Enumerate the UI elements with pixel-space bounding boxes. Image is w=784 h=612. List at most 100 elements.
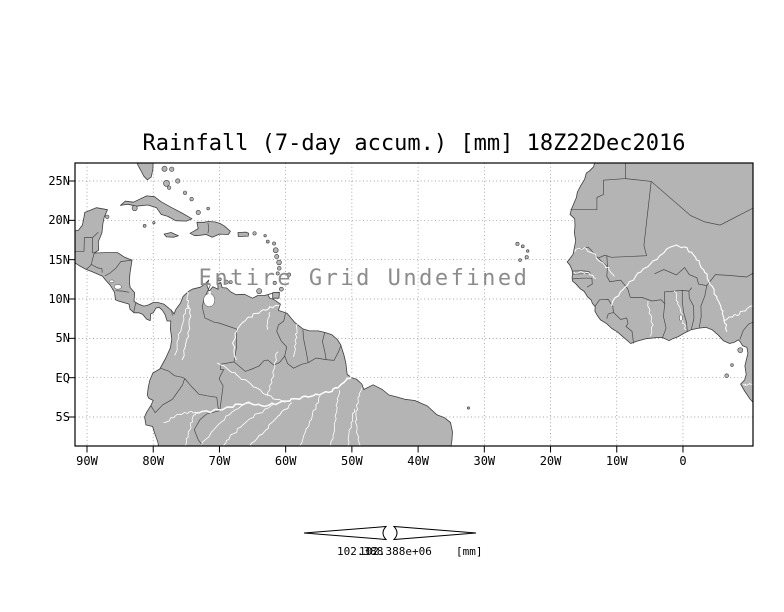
rivers	[163, 244, 753, 446]
y-axis-label-25N: 25N	[48, 174, 70, 188]
island	[105, 214, 110, 219]
island	[276, 259, 282, 266]
river	[231, 304, 280, 360]
grid-undefined-message: Entire Grid Undefined	[198, 266, 530, 291]
country-border	[625, 178, 753, 226]
island	[724, 373, 729, 378]
island	[279, 286, 284, 292]
coastline	[163, 232, 179, 238]
country-border	[160, 367, 185, 379]
plot-title: Rainfall (7-day accum.) [mm] 18Z22Dec201…	[142, 131, 686, 156]
colorbar	[303, 525, 477, 541]
colorbar-units-label: [mm]	[456, 545, 483, 558]
river	[354, 387, 363, 446]
island	[224, 279, 229, 285]
river	[249, 402, 293, 446]
river	[724, 305, 753, 321]
country-border	[698, 285, 708, 329]
country-border	[302, 329, 309, 363]
island	[275, 271, 280, 276]
y-axis-label-EQ: EQ	[55, 370, 70, 385]
river	[163, 410, 196, 423]
x-axis-label-20W: 20W	[539, 454, 562, 468]
x-axis-label-80W: 80W	[142, 454, 165, 468]
country-border	[308, 357, 327, 364]
country-border	[133, 302, 137, 313]
y-axis-label-5N: 5N	[55, 331, 70, 346]
x-axis-label-70W: 70W	[208, 454, 231, 468]
island	[195, 209, 201, 215]
country-border	[576, 181, 652, 259]
island	[206, 206, 210, 211]
x-axis-label-10W: 10W	[605, 454, 628, 468]
island	[263, 234, 267, 238]
country-border	[630, 297, 667, 338]
island	[142, 224, 147, 228]
island	[272, 280, 277, 285]
island	[182, 190, 188, 195]
island	[167, 185, 172, 190]
river	[330, 389, 341, 446]
country-border	[193, 410, 220, 446]
river	[181, 291, 192, 360]
river	[293, 323, 298, 357]
lake	[109, 279, 115, 283]
map-frame	[74, 162, 754, 447]
island	[169, 166, 175, 172]
country-border	[115, 290, 130, 293]
river	[174, 304, 190, 356]
river	[742, 382, 753, 387]
island	[175, 178, 181, 184]
country-border	[326, 344, 342, 361]
lakes	[109, 279, 683, 322]
map-canvas	[68, 162, 754, 453]
country-border	[171, 309, 173, 316]
colorbar-max-label: 102.388e+06	[359, 545, 432, 558]
island	[131, 205, 138, 212]
island	[217, 277, 222, 282]
country-border	[572, 277, 593, 288]
river	[266, 312, 271, 330]
island	[515, 241, 520, 246]
map-layers	[75, 163, 753, 446]
island	[274, 254, 280, 259]
coastline	[272, 291, 280, 299]
country-borders	[75, 163, 753, 446]
x-axis-label-50W: 50W	[341, 454, 363, 468]
country-border	[654, 266, 707, 286]
island	[272, 241, 276, 246]
x-axis-label-0: 0	[679, 454, 687, 468]
river	[673, 290, 687, 331]
x-axis-label-40W: 40W	[407, 454, 429, 468]
river	[347, 408, 355, 446]
river	[647, 301, 654, 337]
river	[185, 411, 196, 446]
island	[730, 363, 734, 367]
river	[216, 362, 286, 403]
river	[222, 404, 274, 446]
country-border	[681, 290, 688, 333]
river	[573, 270, 596, 279]
country-border	[688, 291, 695, 330]
x-axis-label-60W: 60W	[274, 454, 297, 468]
lake-inlet	[208, 291, 211, 298]
lake	[113, 284, 122, 290]
lake	[679, 314, 683, 322]
river	[299, 395, 321, 446]
colorbar-left-arrow	[303, 525, 388, 541]
island	[152, 221, 156, 225]
y-axis-label-10N: 10N	[48, 292, 70, 306]
island	[466, 406, 470, 410]
island	[286, 272, 291, 277]
island	[161, 165, 168, 172]
country-border	[92, 232, 99, 238]
island	[737, 347, 744, 353]
colorbar-min-label: 102.388	[337, 545, 384, 558]
country-border	[322, 332, 327, 360]
country-border	[104, 259, 133, 277]
coastline	[136, 163, 154, 181]
island	[163, 180, 170, 187]
river	[267, 351, 279, 397]
island	[265, 239, 270, 244]
country-border	[664, 287, 693, 304]
